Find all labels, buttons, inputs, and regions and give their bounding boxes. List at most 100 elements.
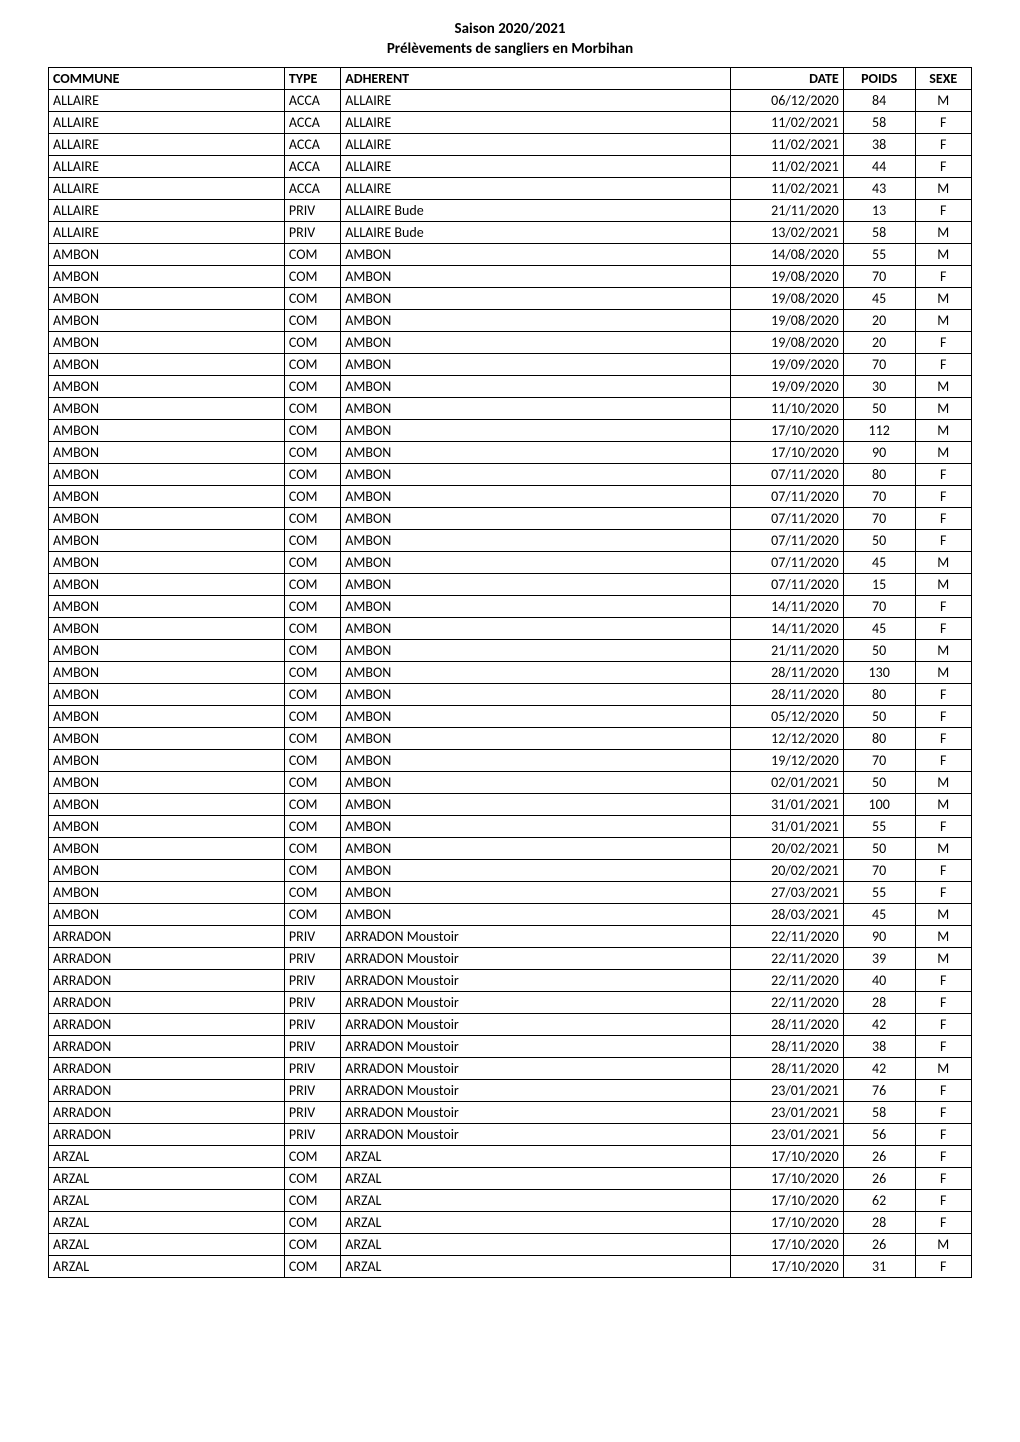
table-cell: ARRADON	[49, 1036, 285, 1058]
table-cell: PRIV	[284, 970, 340, 992]
table-cell: 28/11/2020	[730, 1036, 843, 1058]
table-cell: 76	[843, 1080, 915, 1102]
table-row: AMBONCOMAMBON19/08/202045M	[49, 288, 972, 310]
table-cell: ARRADON	[49, 1080, 285, 1102]
table-row: ARZALCOMARZAL17/10/202031F	[49, 1256, 972, 1278]
table-cell: F	[915, 1190, 971, 1212]
table-cell: F	[915, 750, 971, 772]
table-cell: COM	[284, 1212, 340, 1234]
table-cell: 17/10/2020	[730, 442, 843, 464]
table-cell: M	[915, 244, 971, 266]
table-cell: AMBON	[341, 772, 731, 794]
table-cell: 70	[843, 750, 915, 772]
table-row: ARRADONPRIVARRADON Moustoir22/11/202028F	[49, 992, 972, 1014]
table-cell: ACCA	[284, 156, 340, 178]
table-cell: F	[915, 1124, 971, 1146]
table-cell: AMBON	[341, 728, 731, 750]
table-cell: F	[915, 156, 971, 178]
table-cell: 21/11/2020	[730, 640, 843, 662]
table-row: AMBONCOMAMBON19/09/202070F	[49, 354, 972, 376]
table-cell: ALLAIRE	[341, 156, 731, 178]
table-cell: ARRADON	[49, 1124, 285, 1146]
table-header-row: COMMUNETYPEADHERENTDATEPOIDSSEXE	[49, 68, 972, 90]
table-cell: ARRADON	[49, 948, 285, 970]
table-row: ARZALCOMARZAL17/10/202062F	[49, 1190, 972, 1212]
table-cell: F	[915, 200, 971, 222]
data-table: COMMUNETYPEADHERENTDATEPOIDSSEXE ALLAIRE…	[48, 67, 972, 1278]
table-cell: AMBON	[49, 684, 285, 706]
table-cell: 39	[843, 948, 915, 970]
table-cell: F	[915, 596, 971, 618]
table-cell: F	[915, 1036, 971, 1058]
table-row: AMBONCOMAMBON07/11/202080F	[49, 464, 972, 486]
table-cell: M	[915, 926, 971, 948]
table-cell: 50	[843, 772, 915, 794]
table-cell: 84	[843, 90, 915, 112]
table-row: ARRADONPRIVARRADON Moustoir28/11/202038F	[49, 1036, 972, 1058]
table-cell: 45	[843, 618, 915, 640]
table-cell: 26	[843, 1146, 915, 1168]
table-row: ARRADONPRIVARRADON Moustoir23/01/202156F	[49, 1124, 972, 1146]
table-cell: 13/02/2021	[730, 222, 843, 244]
table-cell: ARRADON	[49, 1014, 285, 1036]
table-row: ARZALCOMARZAL17/10/202028F	[49, 1212, 972, 1234]
table-cell: ARRADON Moustoir	[341, 970, 731, 992]
table-cell: AMBON	[49, 904, 285, 926]
table-row: AMBONCOMAMBON19/08/202070F	[49, 266, 972, 288]
table-cell: 11/10/2020	[730, 398, 843, 420]
table-cell: COM	[284, 354, 340, 376]
table-cell: ARZAL	[341, 1146, 731, 1168]
table-cell: F	[915, 1146, 971, 1168]
table-cell: AMBON	[341, 354, 731, 376]
table-row: ARRADONPRIVARRADON Moustoir22/11/202090M	[49, 926, 972, 948]
table-row: ALLAIREACCAALLAIRE11/02/202143M	[49, 178, 972, 200]
table-row: AMBONCOMAMBON27/03/202155F	[49, 882, 972, 904]
table-cell: M	[915, 420, 971, 442]
table-cell: AMBON	[341, 398, 731, 420]
table-cell: PRIV	[284, 948, 340, 970]
table-cell: F	[915, 1256, 971, 1278]
table-cell: 28	[843, 1212, 915, 1234]
table-cell: COM	[284, 706, 340, 728]
table-cell: AMBON	[341, 684, 731, 706]
table-cell: PRIV	[284, 1036, 340, 1058]
table-cell: 58	[843, 222, 915, 244]
table-body: ALLAIREACCAALLAIRE06/12/202084MALLAIREAC…	[49, 90, 972, 1278]
table-cell: 112	[843, 420, 915, 442]
table-cell: ARZAL	[49, 1212, 285, 1234]
table-cell: 11/02/2021	[730, 134, 843, 156]
table-cell: ACCA	[284, 134, 340, 156]
table-cell: 19/08/2020	[730, 266, 843, 288]
table-cell: F	[915, 970, 971, 992]
table-cell: M	[915, 838, 971, 860]
table-row: ARZALCOMARZAL17/10/202026F	[49, 1168, 972, 1190]
table-cell: PRIV	[284, 1058, 340, 1080]
table-cell: ARRADON	[49, 1058, 285, 1080]
table-cell: PRIV	[284, 222, 340, 244]
table-cell: F	[915, 706, 971, 728]
table-cell: 19/09/2020	[730, 354, 843, 376]
table-cell: ALLAIRE	[49, 90, 285, 112]
table-cell: 42	[843, 1014, 915, 1036]
table-cell: 20/02/2021	[730, 860, 843, 882]
table-cell: ARZAL	[341, 1168, 731, 1190]
table-cell: 38	[843, 134, 915, 156]
table-cell: 28/11/2020	[730, 662, 843, 684]
table-cell: 19/08/2020	[730, 332, 843, 354]
table-cell: ARZAL	[341, 1212, 731, 1234]
table-cell: 17/10/2020	[730, 1190, 843, 1212]
table-cell: AMBON	[49, 662, 285, 684]
table-cell: COM	[284, 442, 340, 464]
table-cell: 80	[843, 684, 915, 706]
table-cell: COM	[284, 904, 340, 926]
table-cell: COM	[284, 244, 340, 266]
table-cell: AMBON	[49, 574, 285, 596]
table-cell: PRIV	[284, 1014, 340, 1036]
table-row: ARRADONPRIVARRADON Moustoir23/01/202158F	[49, 1102, 972, 1124]
table-cell: AMBON	[341, 288, 731, 310]
table-cell: 19/08/2020	[730, 288, 843, 310]
table-cell: 50	[843, 398, 915, 420]
table-cell: F	[915, 134, 971, 156]
table-row: AMBONCOMAMBON20/02/202150M	[49, 838, 972, 860]
page-container: Saison 2020/2021 Prélèvements de sanglie…	[0, 0, 1020, 1298]
